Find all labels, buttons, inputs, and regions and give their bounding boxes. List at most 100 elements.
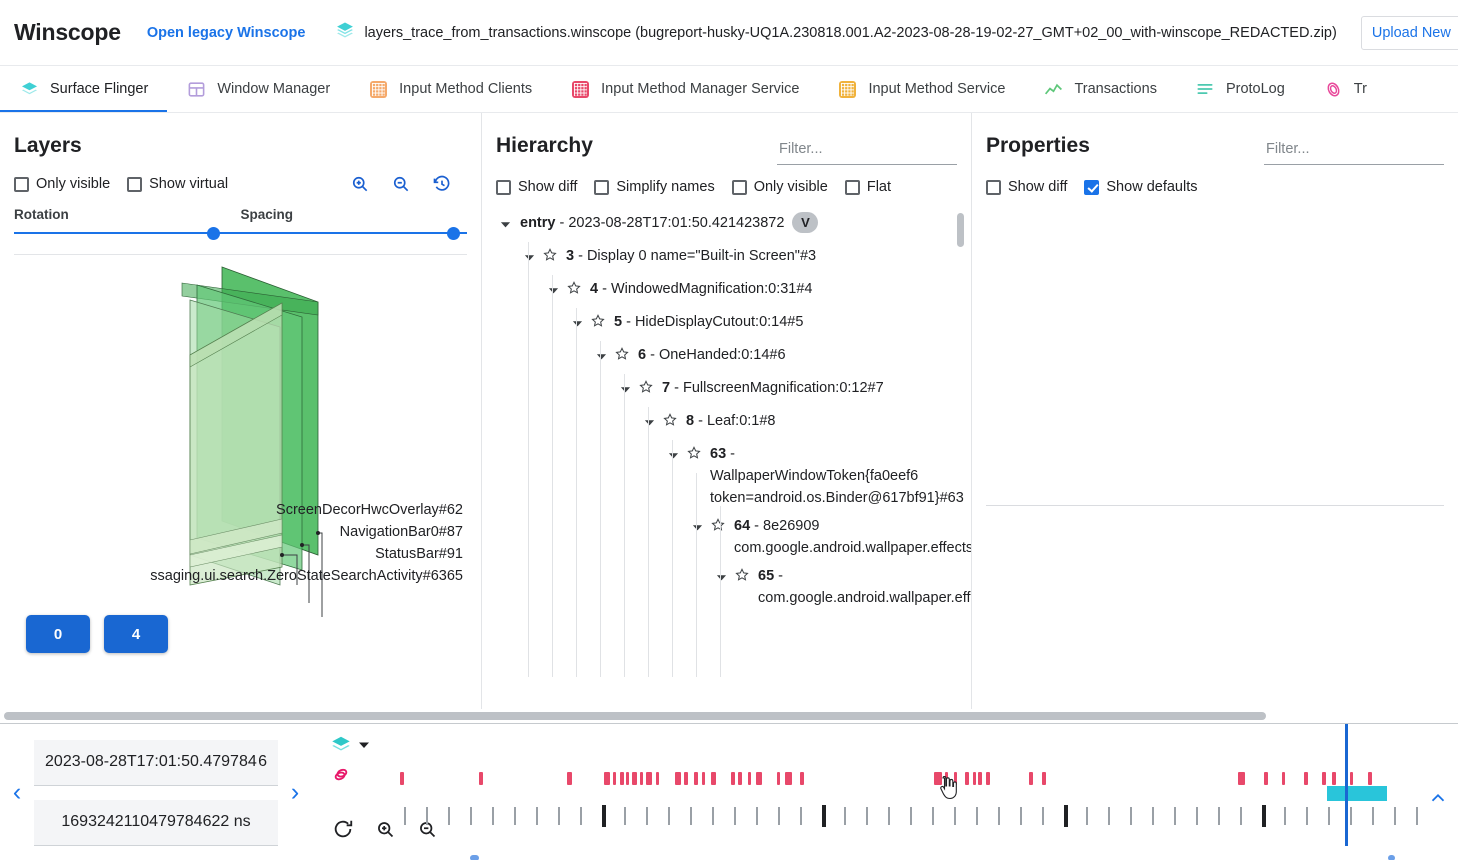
display-button-4[interactable]: 4: [104, 615, 168, 653]
timeline-entry-mark[interactable]: [748, 772, 751, 785]
refresh-icon[interactable]: [330, 816, 356, 842]
tree-node[interactable]: entry - 2023-08-28T17:01:50.421423872 V: [496, 209, 971, 242]
expand-collapse-icon[interactable]: [496, 215, 514, 233]
timeline-entry-mark[interactable]: [800, 772, 804, 785]
timeline-tick[interactable]: [1130, 807, 1132, 825]
timeline-entry-mark[interactable]: [640, 772, 643, 785]
checkbox-only-visible[interactable]: Only visible: [731, 179, 828, 195]
pin-star-icon[interactable]: [710, 517, 728, 535]
timeline-entry-mark[interactable]: [978, 772, 982, 785]
timeline-tick[interactable]: [910, 807, 912, 825]
pin-star-icon[interactable]: [542, 247, 560, 265]
hierarchy-filter-input[interactable]: [777, 133, 957, 165]
tree-node[interactable]: 8 - Leaf:0:1#8: [640, 407, 971, 440]
timeline-tick[interactable]: [1240, 807, 1242, 825]
timeline-tick[interactable]: [1416, 807, 1418, 825]
hierarchy-vertical-scrollbar[interactable]: [957, 213, 964, 247]
timestamp-human-input[interactable]: 2023-08-28T17:01:50.479784 6: [34, 739, 278, 786]
expand-collapse-icon[interactable]: [640, 413, 658, 431]
timeline-entry-mark[interactable]: [626, 772, 629, 785]
expand-collapse-icon[interactable]: [520, 248, 538, 266]
slider-thumb[interactable]: [447, 227, 461, 240]
layers-3d-view[interactable]: ScreenDecorHwcOverlay#62 NavigationBar0#…: [12, 255, 469, 675]
tree-node[interactable]: 7 - FullscreenMagnification:0:12#7: [616, 374, 971, 407]
timeline-entry-mark[interactable]: [738, 772, 742, 785]
timeline-tick[interactable]: [492, 807, 494, 825]
timeline-tick[interactable]: [954, 807, 956, 825]
timeline-tick[interactable]: [668, 807, 670, 825]
timeline-entry-mark[interactable]: [756, 772, 762, 785]
pin-star-icon[interactable]: [566, 280, 584, 298]
timeline-tick[interactable]: [1086, 807, 1088, 825]
timeline-playhead[interactable]: [1345, 724, 1348, 846]
properties-filter-input[interactable]: [1264, 133, 1444, 165]
timeline-tick[interactable]: [1108, 807, 1110, 825]
timeline-entry-mark[interactable]: [632, 772, 637, 785]
timeline-entry-mark[interactable]: [777, 772, 780, 785]
timeline-tick[interactable]: [1152, 807, 1154, 825]
timeline-entry-mark[interactable]: [479, 772, 483, 785]
timeline-tick[interactable]: [404, 807, 406, 825]
timeline-entry-mark[interactable]: [785, 772, 792, 785]
timeline-tick[interactable]: [1328, 807, 1330, 825]
checkbox-box[interactable]: [127, 176, 143, 192]
checkbox-box[interactable]: [844, 179, 860, 195]
timeline-entry-mark[interactable]: [1238, 772, 1245, 785]
timeline-tick[interactable]: [1284, 807, 1286, 825]
slider-thumb[interactable]: [207, 227, 221, 240]
timeline-entry-mark[interactable]: [934, 772, 942, 785]
timeline-tick[interactable]: [778, 807, 780, 825]
timeline-entry-mark[interactable]: [711, 772, 716, 785]
scroll-thumb[interactable]: [470, 855, 479, 860]
scroll-thumb-secondary[interactable]: [1388, 855, 1395, 860]
upload-new-button[interactable]: Upload New: [1360, 15, 1458, 50]
tree-node[interactable]: 4 - WindowedMagnification:0:31#4: [544, 275, 971, 308]
timeline-tick[interactable]: [1350, 807, 1352, 825]
tab-input-method-clients[interactable]: Input Method Clients: [349, 66, 551, 112]
checkbox-show-virtual[interactable]: Show virtual: [127, 176, 228, 192]
timeline-entry-mark[interactable]: [1282, 772, 1285, 785]
tab-window-manager[interactable]: Window Manager: [167, 66, 349, 112]
timeline-entry-mark[interactable]: [945, 772, 948, 785]
timeline-tick[interactable]: [1262, 805, 1266, 827]
timeline-tick[interactable]: [624, 807, 626, 825]
tab-transitions[interactable]: Tr: [1304, 66, 1386, 112]
timeline-tick[interactable]: [646, 807, 648, 825]
timeline-entry-mark[interactable]: [1029, 772, 1033, 785]
tree-node[interactable]: 5 - HideDisplayCutout:0:14#5: [568, 308, 971, 341]
timeline-entry-mark[interactable]: [1304, 772, 1308, 785]
timeline-tick[interactable]: [1196, 807, 1198, 825]
timeline-tick[interactable]: [998, 807, 1000, 825]
expand-collapse-icon[interactable]: [592, 347, 610, 365]
entry-state-badge[interactable]: V: [792, 212, 819, 233]
tab-surface-flinger[interactable]: Surface Flinger: [0, 66, 168, 112]
timeline-entry-mark[interactable]: [954, 772, 957, 785]
timeline-tick[interactable]: [800, 807, 802, 825]
transactions-track-legend[interactable]: [330, 762, 390, 792]
hierarchy-tree[interactable]: entry - 2023-08-28T17:01:50.421423872 V 3 …: [482, 209, 971, 677]
checkbox-show-diff[interactable]: Show diff: [986, 179, 1067, 195]
expand-collapse-icon[interactable]: [712, 568, 730, 586]
timeline-tick[interactable]: [1218, 807, 1220, 825]
expand-collapse-icon[interactable]: [568, 314, 586, 332]
timeline-entry-mark[interactable]: [675, 772, 681, 785]
timeline-entry-mark[interactable]: [702, 772, 705, 785]
timeline-entry-mark[interactable]: [1368, 772, 1372, 785]
timeline-tick[interactable]: [1064, 805, 1068, 827]
pin-star-icon[interactable]: [590, 313, 608, 331]
timeline-entry-mark[interactable]: [613, 772, 616, 785]
chevron-down-icon[interactable]: [358, 738, 370, 756]
open-legacy-winscope-link[interactable]: Open legacy Winscope: [146, 24, 306, 41]
timeline-entry-mark[interactable]: [604, 772, 610, 785]
timeline-tick[interactable]: [690, 807, 692, 825]
timeline-tick[interactable]: [888, 807, 890, 825]
timeline-tick[interactable]: [1394, 807, 1396, 825]
timeline-tick[interactable]: [1372, 807, 1374, 825]
tree-node[interactable]: 64 - 8e26909 com.google.android.wallpape…: [688, 512, 971, 562]
timeline-tick[interactable]: [470, 807, 472, 825]
timeline-entry-mark[interactable]: [656, 772, 659, 785]
zoom-out-icon[interactable]: [390, 173, 412, 195]
timeline-entry-mark[interactable]: [646, 772, 652, 785]
timeline-entry-mark[interactable]: [986, 772, 990, 785]
timeline-tick[interactable]: [536, 807, 538, 825]
